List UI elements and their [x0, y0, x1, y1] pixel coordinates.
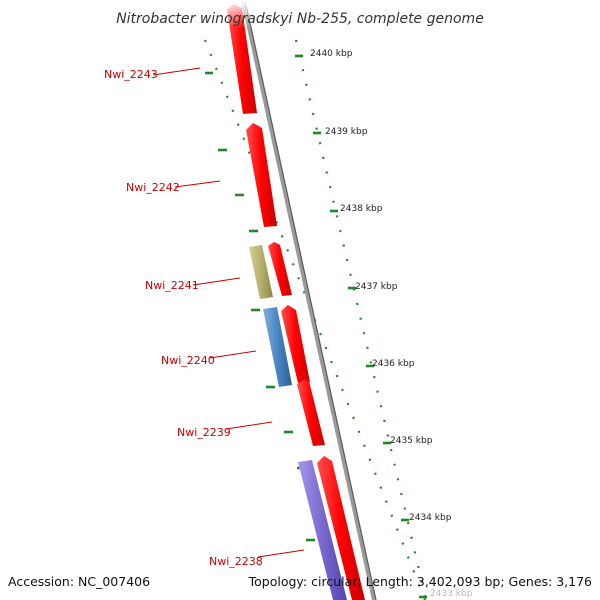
gene-blue-block[interactable]	[263, 307, 292, 387]
leader-line	[225, 421, 273, 430]
top-fade	[200, 0, 320, 28]
gene-label-nwi-2240[interactable]: Nwi_2240	[161, 354, 215, 367]
accession-text: Accession: NC_007406	[8, 574, 150, 589]
scale-label: 2435 kbp	[390, 436, 433, 446]
gene-track	[227, 4, 365, 600]
leader-line	[174, 180, 221, 188]
genome-backbone	[241, 0, 377, 600]
scale-label: 2436 kbp	[372, 359, 415, 369]
scale-label: 2440 kbp	[310, 49, 353, 59]
right-tick-track	[294, 39, 428, 600]
gene-label-nwi-2238[interactable]: Nwi_2238	[209, 555, 263, 568]
right-major-ticks	[295, 54, 427, 599]
gene-purple-block[interactable]	[298, 460, 347, 600]
gene-label-nwi-2243[interactable]: Nwi_2243	[104, 68, 158, 81]
scale-label: 2434 kbp	[409, 513, 452, 523]
gene-nwi-2239-arrow[interactable]	[297, 380, 325, 446]
left-major-ticks	[205, 71, 315, 542]
gene-nwi-2240-arrow[interactable]	[281, 305, 310, 383]
genome-title: Nitrobacter winogradskyi Nb-255, complet…	[116, 11, 484, 27]
gene-nwi-2238-arrow[interactable]	[317, 456, 365, 600]
gene-nwi-2242-arrow[interactable]	[246, 123, 277, 227]
genome-summary-text: Topology: circular; Length: 3,402,093 bp…	[248, 574, 592, 589]
scale-label: 2438 kbp	[340, 204, 383, 214]
gene-label-nwi-2242[interactable]: Nwi_2242	[126, 181, 180, 194]
gene-nwi-2243-arrow[interactable]	[227, 4, 257, 114]
gene-olive-block[interactable]	[249, 245, 273, 299]
gene-label-nwi-2239[interactable]: Nwi_2239	[177, 426, 231, 439]
scale-label: 2437 kbp	[355, 282, 398, 292]
leader-line	[152, 67, 201, 76]
gene-label-nwi-2241[interactable]: Nwi_2241	[145, 279, 199, 292]
leader-line	[192, 277, 241, 286]
leader-line	[257, 549, 305, 558]
gene-nwi-2241-arrow[interactable]	[268, 242, 292, 296]
leader-line	[209, 350, 257, 359]
scale-labels: 2440 kbp 2439 kbp 2438 kbp 2437 kbp 2436…	[310, 49, 473, 599]
gene-labels: Nwi_2243 Nwi_2242 Nwi_2241 Nwi_2240 Nwi_…	[104, 67, 305, 568]
scale-label: 2433 kbp	[430, 589, 473, 599]
scale-label: 2439 kbp	[325, 127, 368, 137]
